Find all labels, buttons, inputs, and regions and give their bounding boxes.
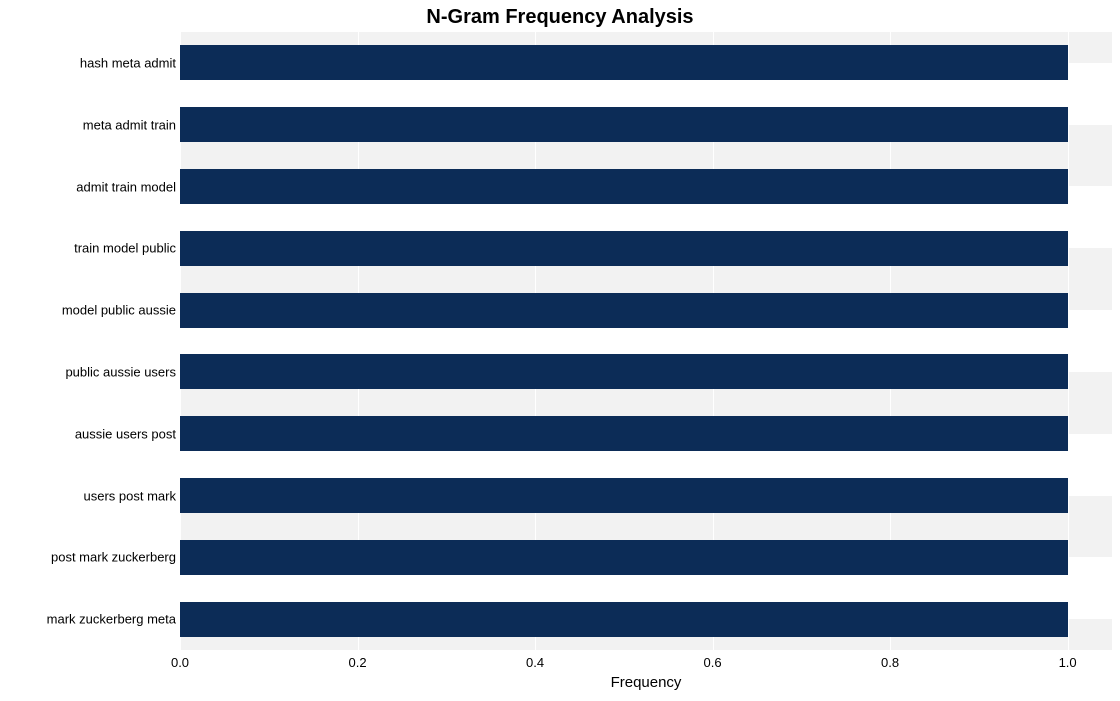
bar bbox=[180, 416, 1068, 451]
bar bbox=[180, 478, 1068, 513]
bar bbox=[180, 293, 1068, 328]
x-axis-tick: 0.2 bbox=[348, 655, 366, 670]
x-axis-tick: 0.4 bbox=[526, 655, 544, 670]
y-axis-label: mark zuckerberg meta bbox=[47, 612, 176, 627]
bar bbox=[180, 45, 1068, 80]
bar bbox=[180, 169, 1068, 204]
bar bbox=[180, 354, 1068, 389]
ngram-frequency-chart: N-Gram Frequency Analysis hash meta admi… bbox=[0, 0, 1120, 701]
y-axis-label: public aussie users bbox=[65, 364, 176, 379]
bar bbox=[180, 107, 1068, 142]
y-axis-label: aussie users post bbox=[75, 426, 176, 441]
gridline bbox=[1068, 32, 1069, 650]
x-axis-label: Frequency bbox=[180, 674, 1112, 691]
x-axis-tick: 0.6 bbox=[704, 655, 722, 670]
y-axis-label: admit train model bbox=[76, 179, 176, 194]
y-axis-label: hash meta admit bbox=[80, 55, 176, 70]
x-axis-tick: 1.0 bbox=[1059, 655, 1077, 670]
y-axis-label: model public aussie bbox=[62, 303, 176, 318]
y-axis-label: users post mark bbox=[84, 488, 176, 503]
bar bbox=[180, 231, 1068, 266]
x-axis-tick: 0.8 bbox=[881, 655, 899, 670]
y-axis-label: train model public bbox=[74, 241, 176, 256]
chart-title: N-Gram Frequency Analysis bbox=[0, 6, 1120, 29]
bar bbox=[180, 602, 1068, 637]
y-axis-label: meta admit train bbox=[83, 117, 176, 132]
plot-area bbox=[180, 32, 1112, 650]
x-axis-tick: 0.0 bbox=[171, 655, 189, 670]
y-axis-label: post mark zuckerberg bbox=[51, 550, 176, 565]
bar bbox=[180, 540, 1068, 575]
